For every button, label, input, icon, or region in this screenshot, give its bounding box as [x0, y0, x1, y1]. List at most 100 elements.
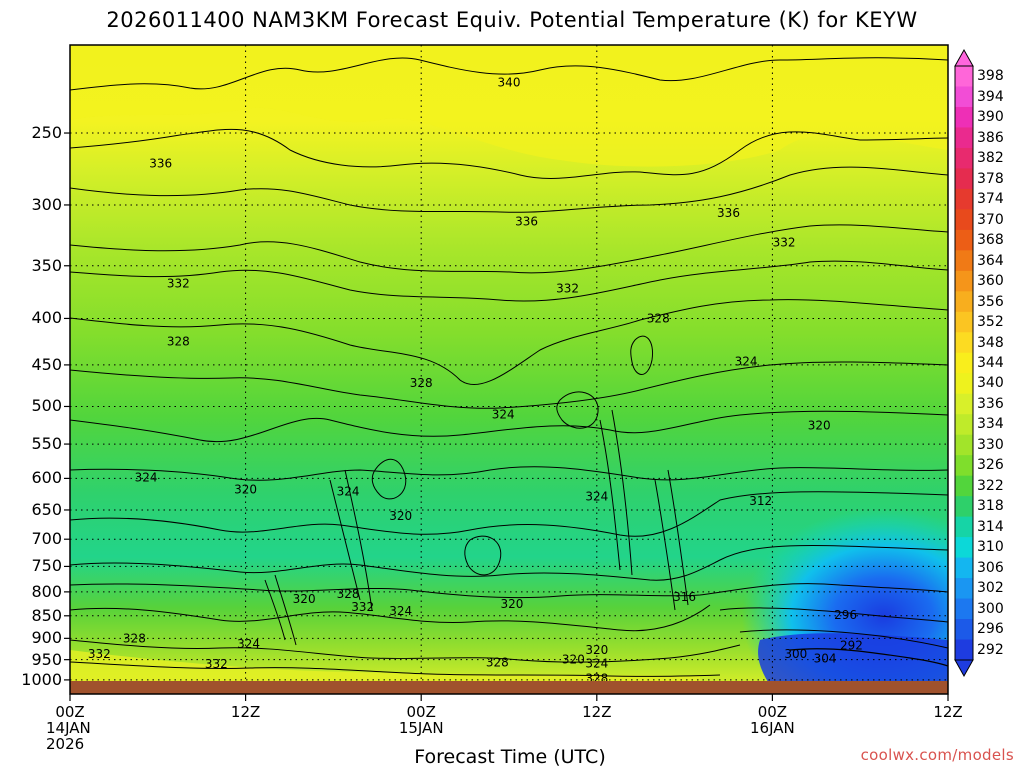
- colorbar-label: 360: [977, 273, 1004, 290]
- colorbar-swatch: [955, 147, 973, 169]
- contour-line-332: [70, 224, 948, 274]
- contour-label: 328: [337, 587, 360, 601]
- y-tick-label: 700: [31, 529, 62, 549]
- x-tick-label: 12Z: [230, 703, 261, 721]
- x-tick-label: 15JAN: [398, 719, 444, 737]
- contour-label: 332: [556, 282, 579, 296]
- x-tick-label: 16JAN: [750, 719, 795, 737]
- colorbar-swatch: [955, 393, 973, 415]
- colorbar-swatch: [955, 127, 973, 149]
- y-tick-label: 900: [31, 628, 62, 648]
- contour-label: 304: [814, 651, 837, 665]
- credit-link[interactable]: coolwx.com/models: [860, 746, 1014, 764]
- colorbar-label: 318: [977, 498, 1004, 515]
- contour-label: 332: [351, 600, 374, 614]
- colorbar-swatch: [955, 475, 973, 497]
- colorbar-label: 352: [977, 314, 1004, 331]
- colorbar-swatch: [955, 86, 973, 108]
- upper-warm-band: [70, 45, 948, 167]
- contour-label: 324: [585, 656, 608, 670]
- contour-line-320: [70, 410, 948, 442]
- colorbar-swatch: [955, 639, 973, 661]
- contour-label: 328: [123, 631, 146, 645]
- x-tick-label: 00Z: [757, 703, 788, 721]
- contour-field: [70, 45, 948, 685]
- colorbar-label: 340: [977, 375, 1004, 392]
- contour-line-low-1: [70, 604, 711, 632]
- colorbar-swatch: [955, 106, 973, 128]
- closed-contour-cell-2: [630, 335, 654, 375]
- y-tick-label: 300: [31, 194, 62, 214]
- colorbar-label: 398: [977, 68, 1004, 85]
- colorbar-label: 368: [977, 232, 1004, 249]
- contour-label: 300: [784, 647, 807, 661]
- contour-line-336b: [70, 166, 948, 213]
- contour-line-328: [70, 299, 948, 385]
- colorbar-swatch: [955, 291, 973, 313]
- contour-label: 324: [237, 637, 260, 651]
- convective-column-1: [264, 469, 373, 646]
- y-axis-ticks: [64, 132, 70, 681]
- colorbar-swatch: [955, 496, 973, 518]
- contour-label: 324: [337, 484, 360, 498]
- contour-label: 320: [389, 509, 412, 523]
- colorbar-label: 336: [977, 395, 1004, 412]
- colorbar-label: 296: [977, 621, 1004, 638]
- contour-label: 324: [492, 407, 515, 421]
- contour-label: 336: [717, 206, 740, 220]
- contour-label: 328: [486, 656, 509, 670]
- closed-contour-cell-3: [556, 391, 599, 429]
- colorbar-swatch: [955, 434, 973, 456]
- colorbar-label: 370: [977, 211, 1004, 228]
- contour-label: 320: [293, 592, 316, 606]
- colorbar-label: 326: [977, 457, 1004, 474]
- contour-line-300: [719, 607, 948, 623]
- colorbar-swatch: [955, 537, 973, 559]
- contour-line-312: [70, 583, 948, 599]
- colorbar-swatch: [955, 332, 973, 354]
- colorbar-swatch: [955, 209, 973, 231]
- y-tick-label: 1000: [21, 669, 62, 689]
- y-tick-label: 500: [31, 396, 62, 416]
- colorbar-swatch: [955, 229, 973, 251]
- colorbar-min-arrow: [954, 659, 974, 678]
- colorbar-label: 390: [977, 109, 1004, 126]
- contour-label: 312: [749, 494, 772, 508]
- y-tick-label: 450: [31, 354, 62, 374]
- colorbar-swatch: [955, 578, 973, 600]
- chart-title: 2026011400 NAM3KM Forecast Equiv. Potent…: [106, 8, 918, 32]
- contour-label: 316: [673, 590, 696, 604]
- colorbar-label: 310: [977, 539, 1004, 556]
- y-tick-label: 250: [31, 123, 62, 143]
- convective-column-2: [599, 409, 689, 611]
- contour-line-low-2: [70, 639, 741, 663]
- contour-line-340: [70, 57, 948, 91]
- x-tick-label: 12Z: [933, 703, 963, 721]
- contour-label: 328: [410, 376, 433, 390]
- colorbar-label: 292: [977, 641, 1004, 658]
- y-tick-label: 750: [31, 556, 62, 576]
- contour-line-336: [70, 128, 948, 179]
- contour-line-296: [739, 629, 948, 649]
- ground-surface: [70, 681, 948, 694]
- colorbar-swatch: [955, 352, 973, 374]
- colorbar-swatch: [955, 270, 973, 292]
- colorbar-label: 314: [977, 518, 1004, 535]
- closed-contour-cell-4: [464, 535, 502, 576]
- contour-label: 328: [167, 334, 190, 348]
- y-tick-label: 650: [31, 499, 62, 519]
- contour-label: 340: [498, 76, 521, 90]
- colorbar-label: 322: [977, 477, 1004, 494]
- low-level-warm-band: [70, 650, 700, 685]
- contour-label: 292: [840, 639, 863, 653]
- colorbar-label: 394: [977, 88, 1004, 105]
- colorbar-frame: [954, 65, 974, 661]
- colorbar: [954, 48, 974, 678]
- colorbar-swatch: [955, 455, 973, 477]
- contour-label: 324: [735, 354, 758, 368]
- colorbar-label: 306: [977, 559, 1004, 576]
- contour-line-324: [70, 361, 948, 409]
- contour-label: 332: [773, 236, 796, 250]
- contour-label: 296: [834, 608, 857, 622]
